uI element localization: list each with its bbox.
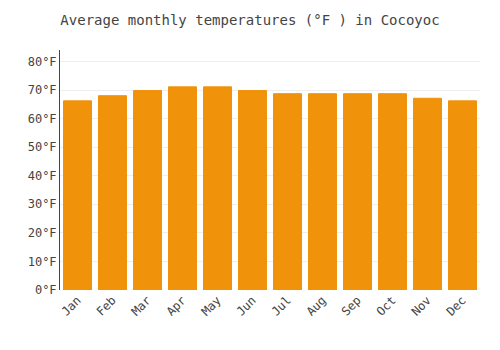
svg-text:70°F: 70°F [28, 83, 57, 97]
svg-text:Feb: Feb [94, 293, 119, 318]
svg-text:10°F: 10°F [28, 255, 57, 269]
svg-text:60°F: 60°F [28, 112, 57, 126]
svg-text:Oct: Oct [374, 293, 399, 318]
svg-text:Average monthly temperatures (: Average monthly temperatures (°F ) in Co… [60, 12, 439, 28]
svg-text:40°F: 40°F [28, 169, 57, 183]
svg-text:May: May [199, 293, 224, 318]
svg-text:Aug: Aug [304, 293, 329, 318]
svg-text:Mar: Mar [129, 293, 154, 318]
svg-text:20°F: 20°F [28, 226, 57, 240]
svg-text:50°F: 50°F [28, 140, 57, 154]
svg-text:Jun: Jun [234, 293, 259, 318]
svg-text:Sep: Sep [339, 293, 364, 318]
svg-text:Jul: Jul [269, 293, 294, 318]
svg-text:Nov: Nov [409, 293, 434, 318]
svg-text:30°F: 30°F [28, 197, 57, 211]
svg-text:0°F: 0°F [35, 283, 57, 297]
svg-text:Dec: Dec [444, 293, 469, 318]
svg-text:Apr: Apr [164, 293, 189, 318]
svg-text:80°F: 80°F [28, 55, 57, 69]
svg-text:Jan: Jan [59, 293, 84, 318]
